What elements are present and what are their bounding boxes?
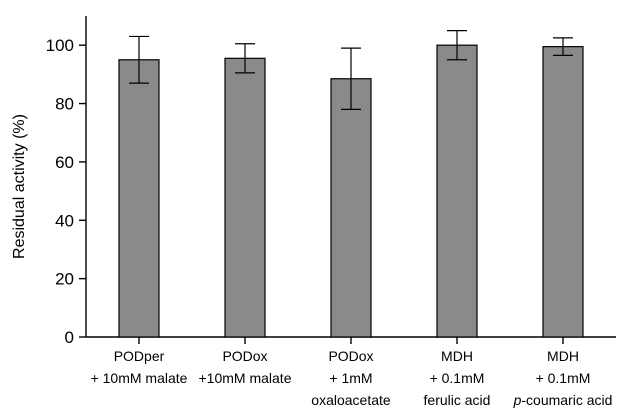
bar (118, 59, 160, 338)
y-tick-label: 60 (55, 153, 74, 172)
x-tick-label: PODper + 10mM malate (91, 348, 188, 386)
bar (542, 46, 584, 338)
y-tick-label: 0 (65, 328, 74, 347)
y-tick-label: 100 (46, 36, 74, 55)
y-tick-label: 20 (55, 270, 74, 289)
x-tick-label: MDH + 0.1mM ferulic acid (424, 348, 491, 408)
y-axis-label: Residual activity (%) (11, 114, 28, 259)
y-tick-label: 80 (55, 95, 74, 114)
x-tick-label: PODox +10mM malate (199, 348, 292, 386)
bar (436, 44, 478, 338)
bar (224, 57, 266, 338)
y-tick-label: 40 (55, 211, 74, 230)
bar (330, 78, 372, 338)
x-tick-label: PODox + 1mM oxaloacetate (311, 348, 391, 408)
x-tick-label: MDH + 0.1mM p-coumaric acid (513, 348, 613, 408)
